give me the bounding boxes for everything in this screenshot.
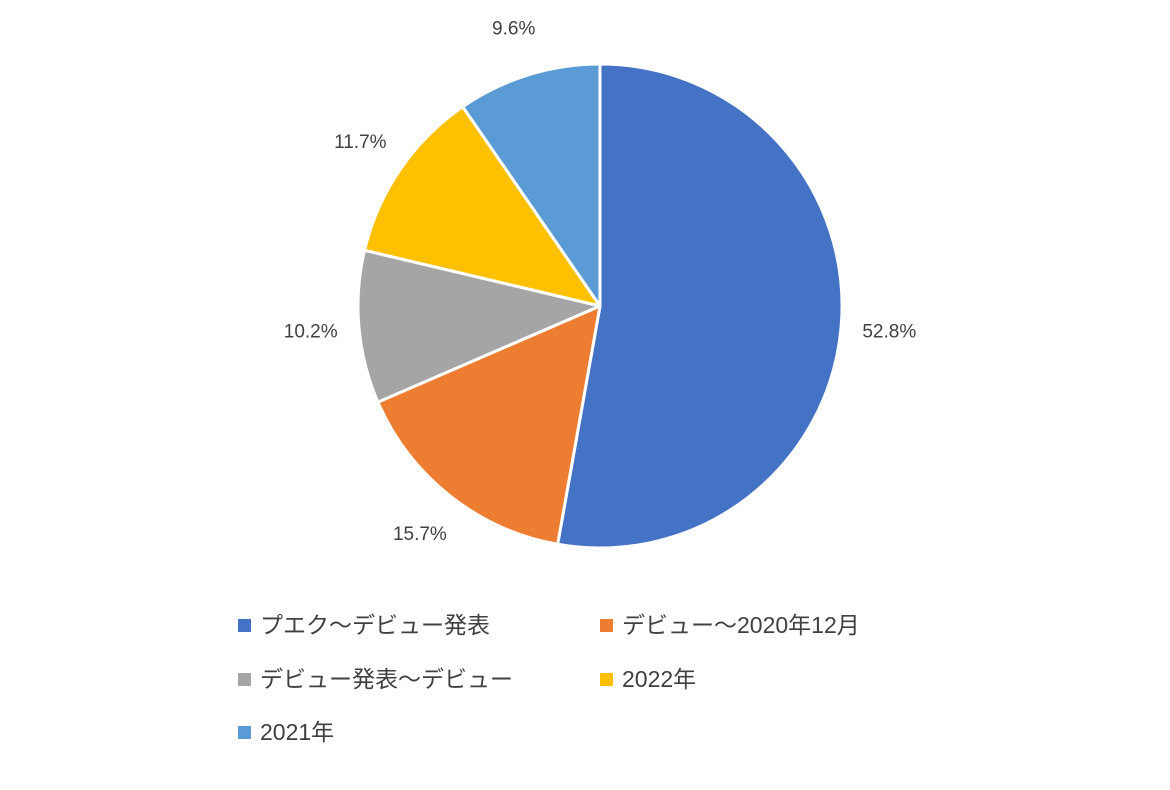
- pie-slice-4: [461, 62, 602, 308]
- legend-item-0: プエク〜デビュー発表: [238, 612, 600, 640]
- legend-label: デビュー〜2020年12月: [622, 612, 860, 638]
- legend-item-3: 2022年: [600, 666, 962, 694]
- legend-item-1: デビュー〜2020年12月: [600, 612, 962, 640]
- legend-label: 2021年: [260, 719, 335, 746]
- legend-marker-icon: [238, 619, 251, 633]
- data-label-1: 15.7%: [393, 524, 447, 545]
- legend-item-2: デビュー発表〜デビュー: [238, 666, 600, 694]
- legend-item-4: 2021年: [238, 719, 600, 747]
- pie-chart-svg: 52.8% 15.7% 10.2% 11.7% 9.6%: [284, 19, 916, 550]
- chart-legend: プエク〜デビュー発表 デビュー〜2020年12月デビュー発表〜デビュー 2022年 2…: [238, 612, 978, 747]
- pie-slice-0: [556, 62, 844, 550]
- pie-slice-2: [356, 248, 602, 404]
- legend-label: プエク〜デビュー発表: [260, 612, 490, 638]
- legend-marker-icon: [600, 619, 613, 633]
- legend-marker-icon: [238, 672, 251, 686]
- data-label-0: 52.8%: [862, 322, 916, 343]
- data-label-3: 11.7%: [334, 132, 387, 153]
- data-label-2: 10.2%: [284, 322, 338, 343]
- legend-marker-icon: [600, 672, 613, 686]
- legend-label: 2022年: [622, 665, 697, 692]
- data-label-4: 9.6%: [492, 19, 535, 40]
- legend-marker-icon: [238, 726, 251, 740]
- legend-label: デビュー発表〜デビュー: [260, 665, 513, 692]
- pie-slice-1: [376, 304, 602, 546]
- pie-slice-3: [363, 105, 602, 308]
